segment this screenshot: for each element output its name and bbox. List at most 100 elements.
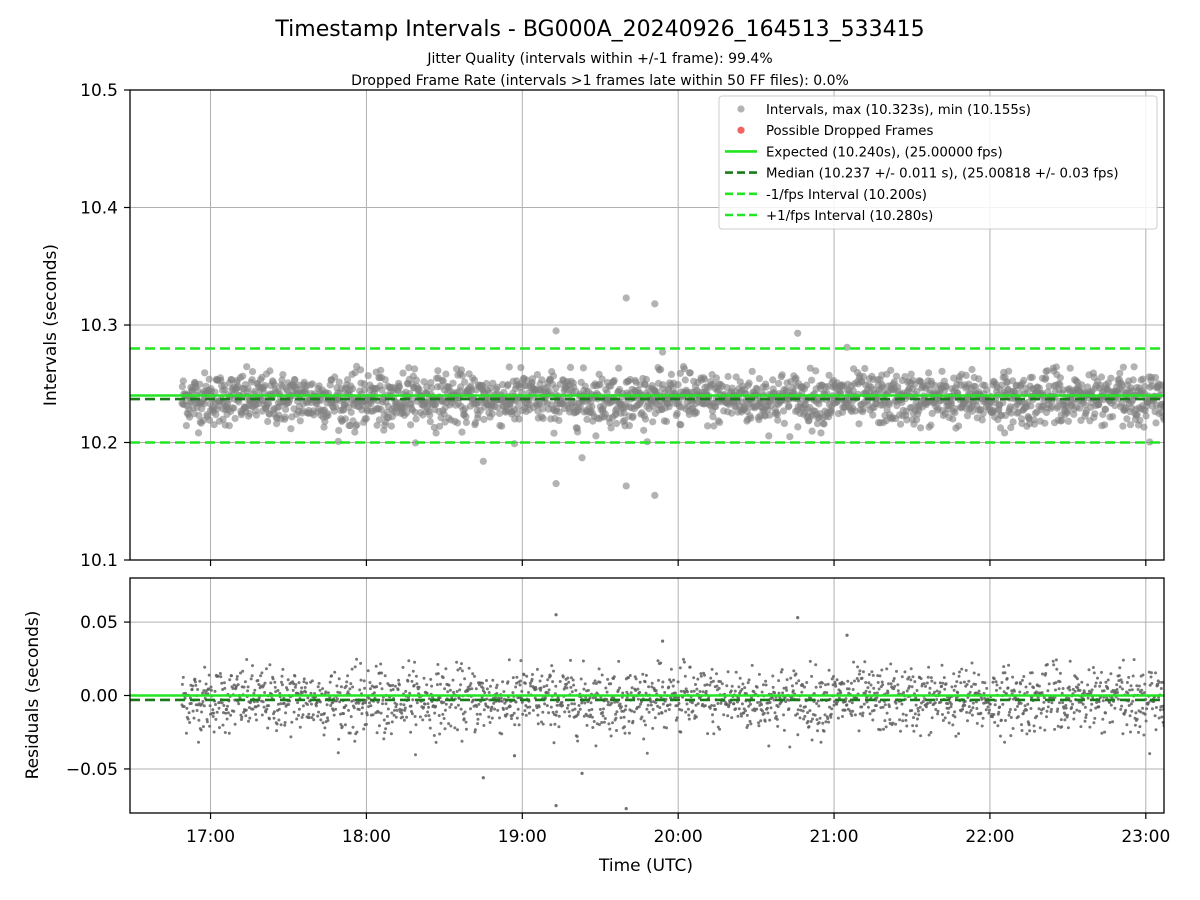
- interval-point: [461, 405, 469, 413]
- residual-point: [521, 712, 525, 716]
- residual-point: [997, 710, 1001, 714]
- residual-point: [686, 707, 690, 711]
- residual-point: [887, 682, 890, 686]
- residual-point: [463, 677, 467, 681]
- residual-point: [222, 704, 226, 707]
- interval-point: [539, 405, 547, 413]
- residual-point: [1154, 728, 1158, 732]
- residual-point: [874, 698, 878, 702]
- residual-point: [615, 700, 619, 704]
- residual-point: [230, 674, 233, 678]
- residual-point: [359, 661, 363, 665]
- residual-point: [669, 667, 673, 671]
- residual-point: [280, 683, 284, 687]
- residual-point: [1057, 687, 1061, 691]
- residual-outlier-point: [845, 633, 849, 637]
- residual-point: [669, 680, 673, 684]
- residual-point: [602, 720, 606, 724]
- residual-point: [622, 715, 626, 719]
- residual-point: [711, 679, 715, 683]
- residual-point: [743, 686, 747, 690]
- residual-point: [1083, 691, 1086, 695]
- residual-point: [644, 673, 648, 677]
- residual-point: [247, 706, 251, 710]
- residual-point: [887, 705, 891, 709]
- residual-point: [260, 671, 264, 675]
- residual-point: [197, 718, 201, 722]
- residual-point: [235, 675, 239, 678]
- residual-point: [852, 660, 856, 664]
- x-tick-label: 17:00: [186, 827, 235, 847]
- interval-point: [308, 380, 316, 388]
- residual-point: [570, 702, 574, 706]
- residual-point: [186, 717, 190, 721]
- residual-point: [252, 691, 256, 695]
- residual-point: [253, 688, 257, 692]
- residual-point: [1037, 707, 1041, 711]
- residual-point: [946, 702, 950, 706]
- residual-point: [650, 685, 654, 689]
- interval-point: [296, 417, 304, 425]
- residual-point: [1041, 707, 1045, 711]
- residual-point: [679, 730, 683, 734]
- interval-point: [432, 429, 440, 437]
- residual-point: [860, 676, 864, 680]
- residual-point: [573, 702, 576, 706]
- residual-point: [915, 689, 919, 692]
- interval-point: [592, 432, 600, 440]
- residual-point: [245, 658, 249, 661]
- residual-point: [922, 682, 926, 686]
- residual-point: [933, 701, 937, 705]
- residual-point: [414, 753, 417, 757]
- residual-point: [575, 735, 579, 738]
- residual-point: [737, 685, 741, 689]
- residual-point: [301, 704, 305, 708]
- residual-point: [656, 704, 660, 708]
- residual-point: [336, 751, 340, 755]
- residual-point: [965, 710, 969, 714]
- residual-point: [346, 674, 350, 678]
- residual-point: [250, 674, 254, 678]
- interval-point: [1107, 374, 1115, 382]
- residual-point: [280, 674, 284, 678]
- residual-point: [498, 716, 501, 720]
- interval-point: [482, 379, 491, 388]
- residual-point: [385, 714, 389, 718]
- residual-point: [736, 700, 739, 704]
- residual-point: [325, 703, 329, 707]
- residual-point: [543, 702, 547, 706]
- residual-point: [1146, 701, 1150, 705]
- residual-point: [1103, 730, 1107, 734]
- residual-point: [598, 723, 601, 727]
- residual-point: [960, 667, 964, 671]
- residual-point: [806, 719, 810, 723]
- residual-point: [551, 680, 555, 684]
- residual-point: [1061, 687, 1065, 690]
- residual-point: [1135, 684, 1139, 688]
- residual-point: [198, 679, 202, 683]
- residual-point: [541, 710, 545, 714]
- residual-point: [1140, 688, 1144, 692]
- interval-point: [550, 429, 558, 437]
- residual-point: [1121, 687, 1124, 691]
- residual-point: [583, 701, 587, 705]
- residual-point: [780, 668, 784, 672]
- residual-point: [393, 708, 396, 712]
- residual-point: [187, 711, 191, 715]
- residual-point: [1035, 714, 1039, 718]
- residual-point: [319, 718, 323, 722]
- residual-point: [950, 685, 954, 689]
- residual-point: [355, 657, 359, 661]
- residual-point: [359, 678, 363, 682]
- residual-point: [381, 702, 384, 706]
- residual-point: [414, 723, 418, 727]
- residual-point: [239, 671, 242, 675]
- residual-point: [1060, 725, 1064, 729]
- x-tick-label: 18:00: [342, 827, 391, 847]
- residual-point: [946, 711, 950, 715]
- residual-point: [1007, 663, 1011, 667]
- interval-point: [246, 410, 254, 418]
- residual-point: [981, 716, 985, 720]
- residual-point: [623, 731, 627, 735]
- residual-point: [808, 659, 812, 663]
